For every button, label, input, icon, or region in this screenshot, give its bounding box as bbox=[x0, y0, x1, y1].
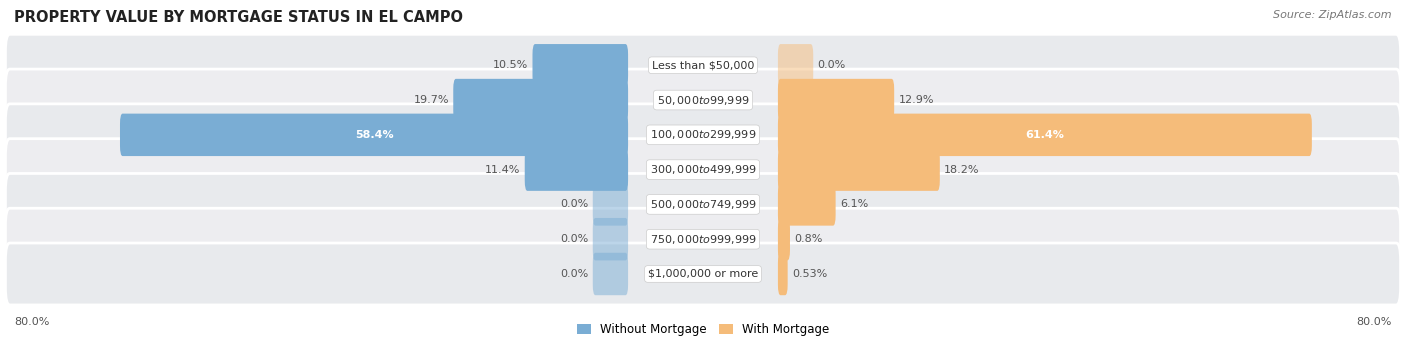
Text: 19.7%: 19.7% bbox=[413, 95, 449, 105]
Text: $300,000 to $499,999: $300,000 to $499,999 bbox=[650, 163, 756, 176]
Text: $1,000,000 or more: $1,000,000 or more bbox=[648, 269, 758, 279]
Text: 58.4%: 58.4% bbox=[354, 130, 394, 140]
Legend: Without Mortgage, With Mortgage: Without Mortgage, With Mortgage bbox=[572, 318, 834, 341]
FancyBboxPatch shape bbox=[6, 243, 1400, 305]
Text: PROPERTY VALUE BY MORTGAGE STATUS IN EL CAMPO: PROPERTY VALUE BY MORTGAGE STATUS IN EL … bbox=[14, 10, 463, 25]
FancyBboxPatch shape bbox=[778, 44, 813, 87]
Text: $50,000 to $99,999: $50,000 to $99,999 bbox=[657, 93, 749, 106]
Text: 0.53%: 0.53% bbox=[792, 269, 827, 279]
FancyBboxPatch shape bbox=[778, 148, 939, 191]
Text: 0.0%: 0.0% bbox=[560, 269, 589, 279]
Text: 18.2%: 18.2% bbox=[945, 165, 980, 175]
FancyBboxPatch shape bbox=[778, 218, 790, 261]
Text: 0.0%: 0.0% bbox=[560, 234, 589, 244]
FancyBboxPatch shape bbox=[593, 183, 628, 226]
Text: 12.9%: 12.9% bbox=[898, 95, 934, 105]
Text: 0.0%: 0.0% bbox=[560, 199, 589, 209]
Text: 0.8%: 0.8% bbox=[794, 234, 823, 244]
FancyBboxPatch shape bbox=[533, 44, 628, 87]
FancyBboxPatch shape bbox=[120, 114, 628, 156]
Text: 11.4%: 11.4% bbox=[485, 165, 520, 175]
FancyBboxPatch shape bbox=[593, 218, 628, 261]
FancyBboxPatch shape bbox=[453, 79, 628, 121]
FancyBboxPatch shape bbox=[778, 253, 787, 295]
Text: 10.5%: 10.5% bbox=[494, 60, 529, 70]
FancyBboxPatch shape bbox=[524, 148, 628, 191]
Text: Less than $50,000: Less than $50,000 bbox=[652, 60, 754, 70]
Text: 0.0%: 0.0% bbox=[817, 60, 846, 70]
FancyBboxPatch shape bbox=[6, 104, 1400, 166]
Text: $500,000 to $749,999: $500,000 to $749,999 bbox=[650, 198, 756, 211]
FancyBboxPatch shape bbox=[6, 174, 1400, 235]
FancyBboxPatch shape bbox=[6, 139, 1400, 201]
FancyBboxPatch shape bbox=[6, 208, 1400, 270]
FancyBboxPatch shape bbox=[6, 69, 1400, 131]
Text: 80.0%: 80.0% bbox=[14, 317, 49, 327]
Text: 80.0%: 80.0% bbox=[1357, 317, 1392, 327]
Text: Source: ZipAtlas.com: Source: ZipAtlas.com bbox=[1274, 10, 1392, 20]
FancyBboxPatch shape bbox=[778, 79, 894, 121]
FancyBboxPatch shape bbox=[778, 183, 835, 226]
Text: 61.4%: 61.4% bbox=[1025, 130, 1064, 140]
Text: $100,000 to $299,999: $100,000 to $299,999 bbox=[650, 128, 756, 141]
Text: $750,000 to $999,999: $750,000 to $999,999 bbox=[650, 233, 756, 246]
FancyBboxPatch shape bbox=[6, 34, 1400, 96]
FancyBboxPatch shape bbox=[593, 253, 628, 295]
FancyBboxPatch shape bbox=[778, 114, 1312, 156]
Text: 6.1%: 6.1% bbox=[839, 199, 868, 209]
